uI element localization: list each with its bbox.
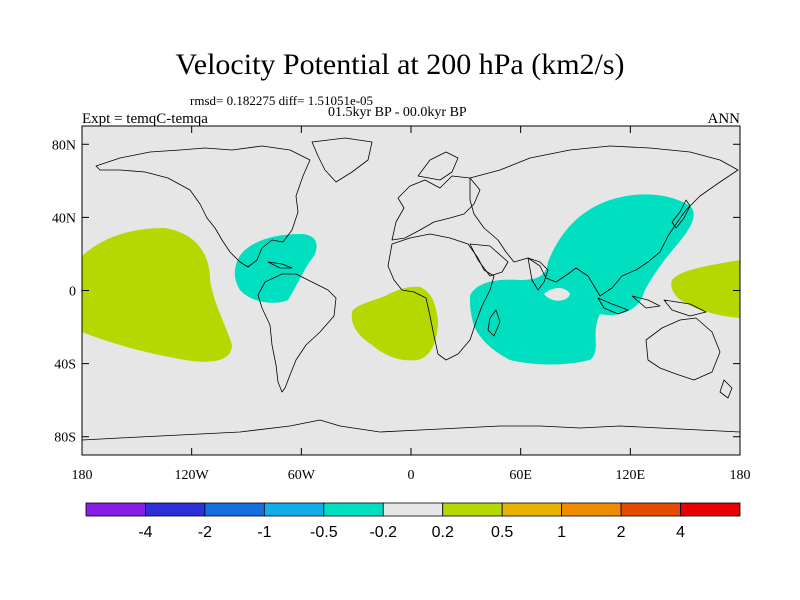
colorbar-swatch [263, 502, 325, 517]
lon-tick-label: 180 [730, 468, 751, 483]
positive-anomaly-central-pacific [82, 228, 232, 362]
colorbar-label: 2 [617, 524, 626, 541]
colorbar-swatch [442, 502, 503, 517]
colorbar-label: -0.5 [310, 524, 338, 541]
negative-anomaly-hole-mask [544, 288, 570, 301]
coastline-antarctica [81, 419, 741, 441]
coastline-africa [387, 233, 495, 361]
colorbar-label: -1 [257, 524, 271, 541]
coastline-indonesia [597, 295, 707, 317]
lat-tick-label: 40S [54, 358, 76, 373]
colorbar-label: -0.2 [369, 524, 397, 541]
coastline-greenland [311, 137, 373, 183]
coastline-new-zealand [719, 379, 733, 399]
coastline-madagascar [487, 309, 501, 337]
negative-anomaly-caribbean [234, 234, 317, 303]
colorbar-label: -4 [138, 524, 152, 541]
coastline-cuba [267, 261, 293, 269]
coastline-india [527, 257, 549, 291]
colorbar-label: 4 [676, 524, 685, 541]
lat-tick-label: 40N [52, 211, 76, 226]
colorbar-swatch [680, 502, 741, 517]
season-label: ANN [707, 111, 741, 127]
colorbar-swatch [620, 502, 681, 517]
colorbar-swatch [85, 502, 146, 517]
colorbar-swatch [501, 502, 563, 517]
colorbar-swatch [382, 502, 444, 517]
coastline-asia [469, 145, 739, 297]
stats-subtitle: rmsd= 0.182275 diff= 1.51051e-05 [190, 93, 374, 108]
colorbar-swatch [145, 502, 206, 517]
plot-title: Velocity Potential at 200 hPa (km2/s) [175, 48, 625, 81]
lon-tick-label: 120W [175, 468, 210, 483]
colorbar-swatch [204, 502, 265, 517]
colorbar-label: 0.2 [432, 524, 454, 541]
coastline-australia [645, 317, 721, 381]
lat-tick-label: 0 [69, 285, 76, 300]
coastline-south-america [257, 273, 337, 393]
coastline-scandinavia [417, 151, 459, 181]
experiment-label: Expt = temqC-temqa [82, 111, 208, 127]
coastline-arabia [469, 243, 509, 277]
colorbar-label: -2 [198, 524, 212, 541]
colorbar-label: 1 [557, 524, 566, 541]
colorbar-swatch [323, 502, 384, 517]
colorbar-swatch [561, 502, 622, 517]
coastline-north-america [95, 145, 311, 268]
positive-anomaly-south-atlantic [351, 286, 438, 361]
coastline-japan [671, 199, 691, 229]
colorbar-label: 0.5 [491, 524, 513, 541]
lon-tick-label: 180 [72, 468, 93, 483]
lon-tick-label: 0 [408, 468, 415, 483]
lon-tick-label: 60W [288, 468, 316, 483]
lon-tick-label: 60E [509, 468, 532, 483]
lat-tick-label: 80N [52, 138, 76, 153]
lat-tick-label: 80S [54, 431, 76, 446]
lon-tick-label: 120E [616, 468, 646, 483]
negative-anomaly-indian-ocean-asia [470, 194, 694, 365]
period-subtitle: 01.5kyr BP - 00.0kyr BP [328, 105, 467, 120]
